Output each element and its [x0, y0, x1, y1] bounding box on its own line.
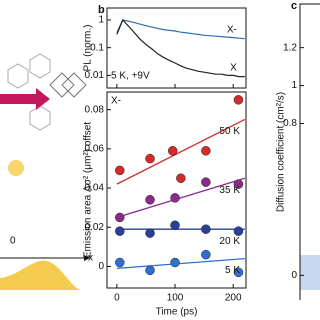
y-tick-label: 0.08 — [85, 104, 105, 115]
point — [201, 146, 211, 156]
y-axis-label: PL (norm.) — [83, 25, 94, 72]
panel-a-label: x — [88, 253, 93, 264]
point — [170, 257, 180, 268]
series-label: 50 K — [219, 126, 240, 137]
y-tick-label: 0.01 — [85, 70, 105, 81]
pl-line — [116, 18, 245, 78]
panel-label: c — [291, 0, 297, 12]
series-label: 20 K — [219, 236, 240, 247]
point — [167, 146, 178, 156]
point — [115, 257, 125, 268]
series-label: X — [230, 62, 237, 73]
fit-line — [116, 118, 246, 185]
y-tick-label: 0.04 — [85, 183, 105, 194]
point — [145, 228, 155, 238]
y-tick-label: 1 — [98, 15, 104, 26]
pl-line — [116, 19, 245, 40]
point — [115, 226, 125, 236]
panel-a-label: 0 — [10, 236, 16, 247]
series-label: 35 K — [219, 185, 240, 196]
point — [201, 249, 211, 260]
panel-label: b — [98, 4, 105, 16]
y-tick-label: 1 — [291, 80, 297, 91]
y-axis-label: Diffusion coefficient (cm²/s) — [276, 92, 287, 212]
annotation: 5 K, +9V — [111, 71, 150, 82]
x-tick-label: 200 — [225, 293, 242, 304]
panel-a-sketch — [0, 53, 90, 290]
point — [233, 95, 244, 105]
y-tick-label: 0.8 — [283, 118, 297, 129]
y-tick-label: 0.02 — [85, 222, 105, 233]
point — [176, 173, 186, 183]
point — [233, 267, 244, 278]
point — [201, 177, 211, 187]
y-tick-label: 0 — [98, 261, 104, 272]
y-tick-label: 1.2 — [283, 42, 297, 53]
series-label: X- — [227, 24, 237, 35]
axis-frame — [106, 91, 247, 289]
axis-frame — [299, 3, 320, 300]
point — [170, 193, 180, 203]
annotation: X- — [111, 96, 121, 107]
point — [233, 226, 244, 236]
point — [145, 153, 155, 164]
point — [115, 165, 125, 176]
fit-line — [116, 177, 246, 219]
y-tick-label: 0.06 — [85, 143, 105, 154]
point — [233, 179, 244, 189]
y-tick-label: 0.1 — [90, 42, 104, 53]
point — [145, 195, 155, 205]
x-tick-label: 100 — [167, 293, 184, 304]
series-label: 5 K — [225, 265, 240, 276]
point — [115, 212, 125, 223]
y-axis-label: Emission area Δσ² (μm²) offset — [83, 122, 94, 258]
point — [170, 220, 180, 231]
fit-line — [116, 257, 245, 270]
band — [300, 255, 320, 290]
point — [201, 224, 211, 234]
y-tick-label: 0 — [291, 270, 297, 281]
x-tick-label: 0 — [114, 293, 120, 304]
x-axis-label: Time (ps) — [156, 307, 198, 318]
point — [145, 265, 155, 276]
